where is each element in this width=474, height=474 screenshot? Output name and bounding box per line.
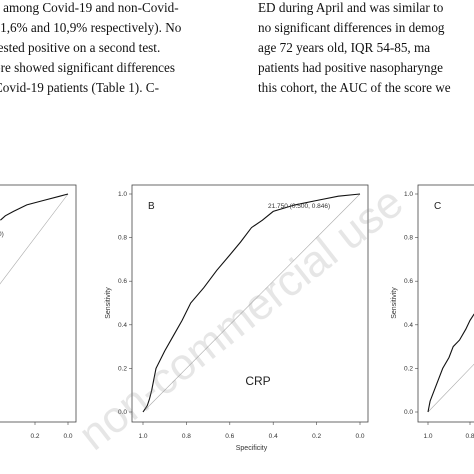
y-tick-label: 0.4	[404, 322, 413, 329]
y-axis-label: Sensitivity	[391, 287, 398, 319]
paragraph-line: e among Covid-19 and non-Covid-	[0, 0, 179, 15]
plot-frame	[0, 184, 77, 423]
y-tick-label: 0.0	[118, 409, 127, 416]
y-tick-label: 0.6	[404, 278, 413, 285]
plot-frame	[131, 184, 369, 423]
x-tick-label: 0.4	[269, 433, 278, 440]
reference-diagonal	[142, 193, 361, 413]
x-tick-label: 0.2	[30, 433, 39, 440]
y-tick-label: 0.2	[118, 365, 127, 372]
y-tick-label: 0.8	[404, 235, 413, 242]
paragraph-line: Covid-19 patients (Table 1). C-	[0, 80, 159, 95]
paragraph-line: no significant differences in demog	[258, 20, 445, 35]
y-tick-label: 1.0	[118, 191, 127, 198]
predictor-name: CRP	[245, 374, 270, 388]
y-tick-label: 0.4	[118, 322, 127, 329]
x-tick-label: 0.6	[225, 433, 234, 440]
reference-diagonal	[427, 363, 474, 413]
y-tick-label: 0.0	[404, 409, 413, 416]
y-tick-label: 0.2	[404, 365, 413, 372]
y-tick-label: 0.8	[118, 235, 127, 242]
x-tick-label: 1.0	[138, 433, 147, 440]
cutoff-annotation: 21.750 (0.500, 0.846)	[268, 203, 330, 210]
x-tick-label: 0.8	[182, 433, 191, 440]
paragraph-line: ore showed significant differences	[0, 60, 175, 75]
x-tick-label: 0.0	[63, 433, 72, 440]
x-tick-label: 0.0	[355, 433, 364, 440]
x-axis-label: Specificity	[236, 445, 268, 452]
plot-frame	[417, 184, 474, 423]
paragraph-line: ED during April and was similar to	[258, 0, 444, 15]
panel-label: C	[434, 201, 441, 212]
x-tick-label: 1.0	[423, 433, 432, 440]
roc-curve	[0, 193, 69, 221]
x-tick-label: 0.2	[312, 433, 321, 440]
y-tick-label: 0.6	[118, 278, 127, 285]
paragraph-line: this cohort, the AUC of the score we	[258, 80, 451, 95]
panel-label: B	[148, 201, 155, 212]
x-tick-label: 0.8	[465, 433, 474, 440]
paragraph-line: age 72 years old, IQR 54-85, ma	[258, 40, 430, 55]
paragraph-line: 11,6% and 10,9% respectively). No	[0, 20, 182, 35]
paragraph-line: tested positive on a second test.	[0, 40, 160, 55]
y-tick-label: 1.0	[404, 191, 413, 198]
reference-diagonal	[0, 193, 69, 285]
cutoff-annotation: 0)	[0, 231, 4, 238]
y-axis-label: Sensitivity	[105, 287, 112, 319]
roc-curve	[427, 313, 474, 413]
roc-curve	[142, 193, 361, 413]
paragraph-line: patients had positive nasopharynge	[258, 60, 443, 75]
watermark: non-commercial use	[70, 177, 412, 460]
